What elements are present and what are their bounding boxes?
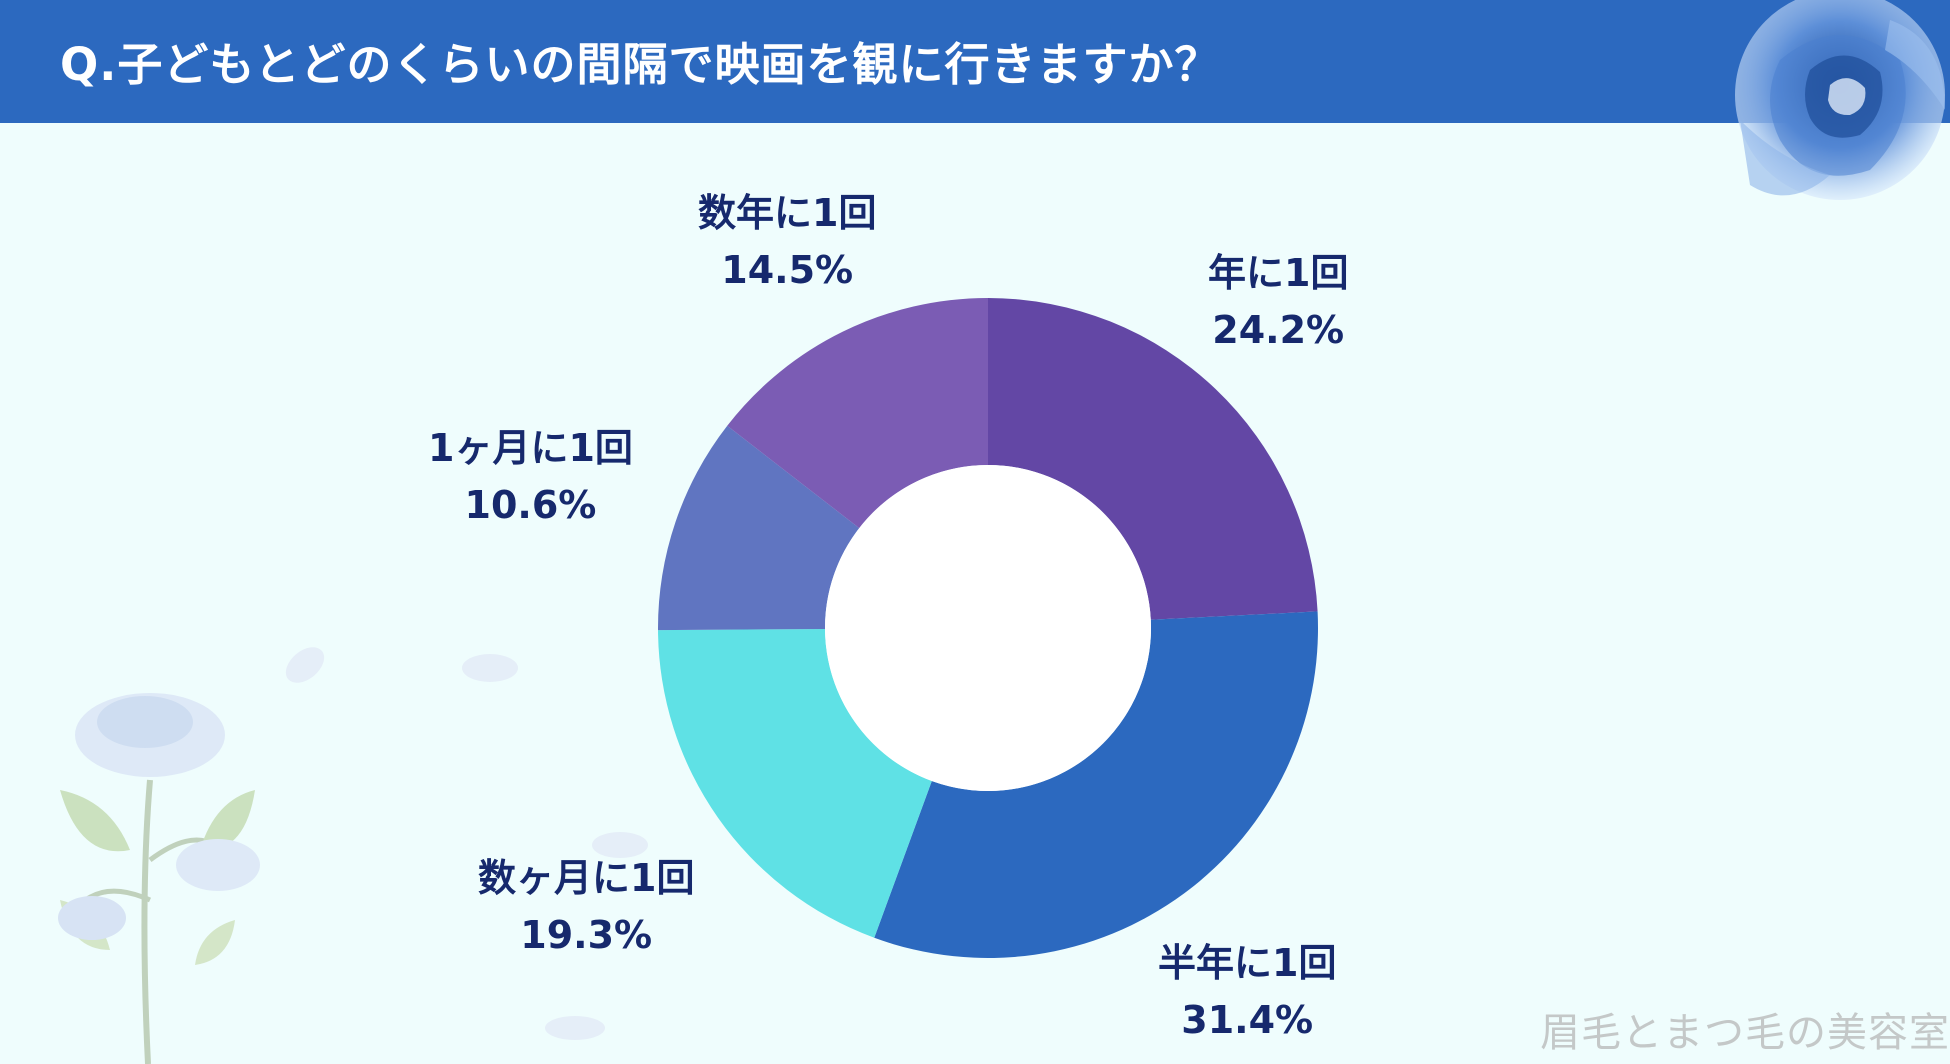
page-title: Q.子どもとどのくらいの間隔で映画を観に行きますか？: [60, 38, 1221, 91]
slice-label-monthly: 1ヶ月に1回 10.6%: [428, 420, 633, 534]
slice-label-text: 1ヶ月に1回: [428, 426, 633, 470]
slice-value-text: 19.3%: [520, 913, 653, 957]
header-bar: Q.子どもとどのくらいの間隔で映画を観に行きますか？: [0, 0, 1950, 123]
donut-slice-3: [658, 425, 860, 631]
slice-value-text: 31.4%: [1181, 998, 1314, 1042]
slice-value-text: 10.6%: [464, 483, 597, 527]
slice-label-half-year: 半年に1回 31.4%: [1158, 935, 1336, 1049]
donut-slice-0: [988, 298, 1318, 620]
rose-decoration-top-icon: [1735, 0, 1945, 200]
slice-value-text: 14.5%: [721, 248, 854, 292]
slice-label-text: 数ヶ月に1回: [478, 856, 695, 900]
slice-label-few-years: 数年に1回 14.5%: [698, 185, 876, 299]
donut-slice-2: [658, 629, 932, 938]
watermark-text: 眉毛とまつ毛の美容室: [1540, 1010, 1950, 1056]
slice-label-text: 数年に1回: [698, 191, 877, 235]
slice-label-text: 年に1回: [1208, 251, 1349, 295]
donut-slice-4: [727, 298, 988, 529]
donut-slice-1: [874, 611, 1318, 958]
donut-hole: [825, 465, 1151, 791]
slice-label-few-months: 数ヶ月に1回 19.3%: [478, 850, 694, 964]
slice-label-text: 半年に1回: [1158, 941, 1337, 985]
slice-label-yearly: 年に1回 24.2%: [1208, 245, 1348, 359]
slice-value-text: 24.2%: [1212, 308, 1345, 352]
